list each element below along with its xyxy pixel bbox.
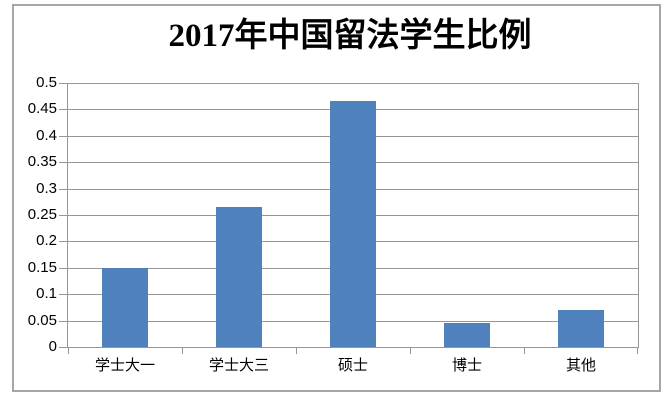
y-tick-mark [59, 215, 67, 216]
x-category-label: 博士 [451, 357, 482, 374]
y-tick-mark [59, 135, 67, 137]
x-tick-mark [410, 348, 411, 354]
x-category-label: 其他 [565, 357, 596, 374]
y-tick-mark [59, 109, 67, 111]
x-tick-mark [296, 348, 297, 354]
y-tick-label: 0.3 [36, 179, 57, 197]
y-tick-label: 0 [48, 338, 57, 355]
x-tick-mark [182, 348, 183, 354]
y-tick-mark [59, 162, 67, 164]
y-tick-mark [59, 241, 67, 243]
bar [444, 323, 490, 347]
bar [216, 207, 262, 347]
bar [558, 310, 604, 347]
y-tick-label: 0.35 [27, 153, 57, 171]
x-category-label: 硕士 [337, 357, 368, 374]
y-tick-mark [59, 83, 67, 84]
chart-title: 2017年中国留法学生比例 [168, 18, 532, 54]
y-tick-label: 0.05 [27, 311, 57, 329]
y-tick-mark [59, 267, 67, 269]
y-tick-label: 0.25 [27, 206, 57, 223]
y-tick-mark [59, 294, 67, 296]
x-tick-mark [68, 348, 69, 354]
x-tick-mark [524, 348, 525, 354]
y-tick-label: 0.4 [36, 126, 57, 144]
y-tick-label: 0.2 [36, 232, 57, 250]
x-category-label: 学士大一 [94, 357, 155, 374]
y-tick-mark [59, 347, 67, 348]
y-tick-label: 0.45 [27, 100, 57, 118]
y-tick-label: 0.1 [36, 285, 57, 303]
gridline [68, 83, 638, 84]
y-tick-mark [59, 320, 67, 322]
plot-area [67, 83, 639, 348]
x-tick-mark [637, 348, 638, 354]
x-category-label: 学士大三 [208, 357, 269, 374]
y-tick-label: 0.5 [36, 74, 57, 91]
bar [330, 101, 376, 347]
y-tick-mark [59, 188, 67, 190]
y-tick-label: 0.15 [27, 258, 57, 276]
bar [102, 267, 148, 347]
